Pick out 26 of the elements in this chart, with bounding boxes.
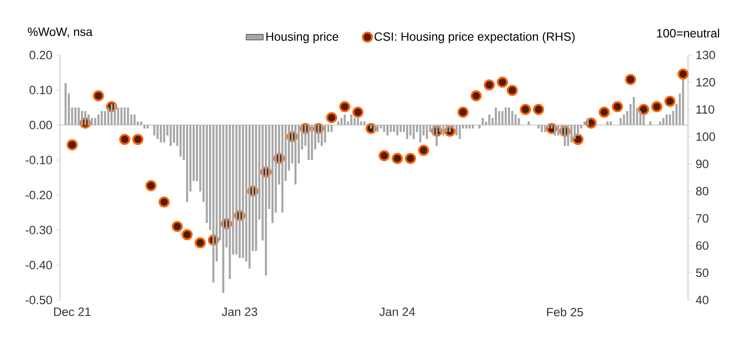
- y-tick-label: 0.00: [30, 120, 52, 130]
- y2-tick-label: 50: [696, 268, 708, 278]
- y-tick-label: 0.20: [30, 50, 52, 60]
- y-tick-label: -0.50: [26, 296, 52, 304]
- y2-tick-label: 100: [696, 132, 716, 141]
- y2-tick-label: 120: [696, 78, 716, 86]
- y-tick-label: -0.30: [26, 226, 52, 234]
- x-tick-label: Dec 21: [54, 308, 91, 316]
- legend-label: Housing price: [266, 32, 338, 44]
- y2-tick-label: 110: [696, 105, 714, 114]
- y-tick-label: -0.20: [26, 190, 52, 200]
- y2-tick-label: 40: [696, 296, 708, 304]
- x-tick-label: Jan 24: [379, 308, 415, 316]
- y-tick-label: -0.10: [26, 156, 52, 164]
- y2-axis-title: 100=neutral: [657, 28, 720, 38]
- y-tick-label: 0.10: [30, 86, 52, 94]
- y2-tick-label: 90: [696, 160, 708, 168]
- x-tick-label: Jan 23: [222, 308, 258, 316]
- y-axis-title: %WoW, nsa: [28, 28, 93, 38]
- legend-label: CSI: Housing price expectation (RHS): [374, 32, 575, 44]
- y2-tick-label: 70: [696, 214, 708, 223]
- y2-tick-label: 80: [696, 186, 708, 196]
- y2-tick-label: 130: [696, 50, 716, 60]
- x-tick-label: Feb 25: [547, 308, 583, 316]
- y2-tick-label: 60: [696, 241, 708, 250]
- y-tick-label: -0.40: [26, 260, 52, 270]
